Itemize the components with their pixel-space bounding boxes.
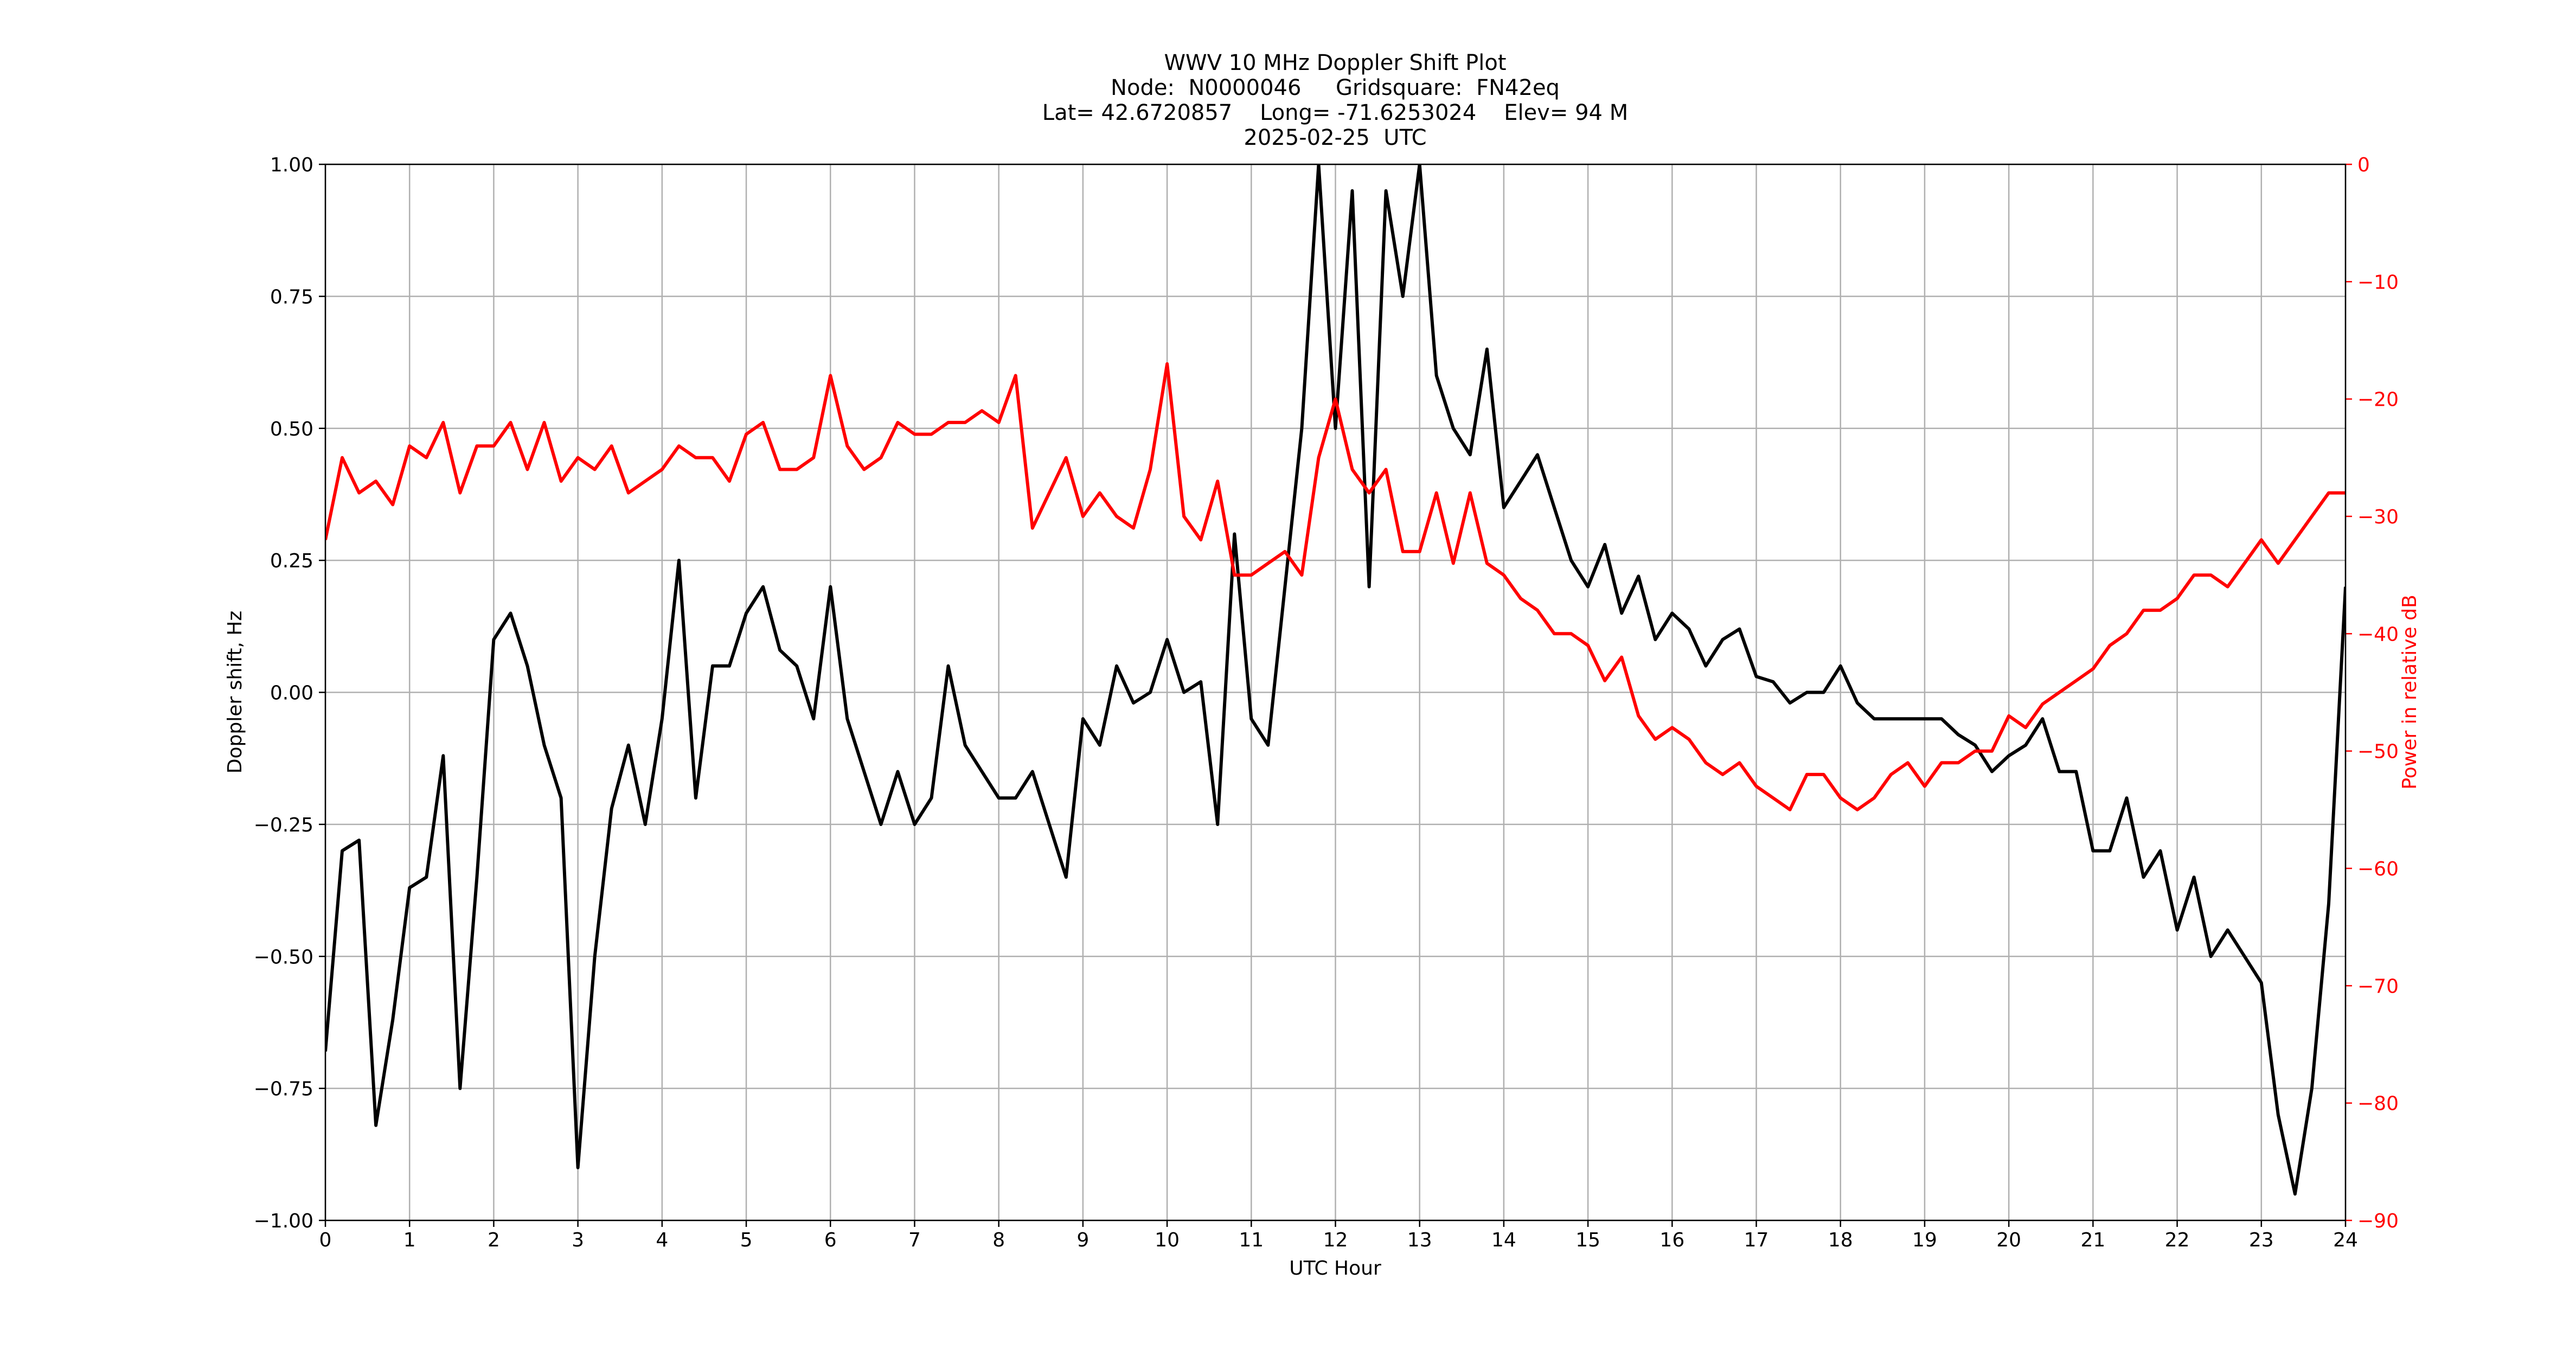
y-tick-label: 1.00 bbox=[270, 154, 313, 176]
y2-tick-label: −30 bbox=[2357, 506, 2399, 528]
y-tick-label: 0.50 bbox=[270, 418, 313, 440]
x-tick-label: 0 bbox=[319, 1229, 332, 1251]
y-tick-label: −0.25 bbox=[254, 814, 313, 836]
x-tick-label: 17 bbox=[1744, 1229, 1769, 1251]
y2-tick-label: −70 bbox=[2357, 975, 2399, 997]
y2-tick-label: −90 bbox=[2357, 1210, 2399, 1232]
y2-tick-label: −80 bbox=[2357, 1093, 2399, 1115]
x-tick-label: 4 bbox=[656, 1229, 668, 1251]
x-tick-label: 20 bbox=[1996, 1229, 2021, 1251]
subtitle: 2025-02-25 UTC bbox=[1244, 125, 1426, 150]
series-line bbox=[325, 164, 2346, 1196]
y-tick-label: 0.25 bbox=[270, 550, 313, 572]
x-tick-label: 9 bbox=[1076, 1229, 1089, 1251]
subtitle: Lat= 42.6720857 Long= -71.6253024 Elev= … bbox=[1042, 100, 1628, 125]
x-tick-label: 18 bbox=[1828, 1229, 1853, 1251]
x-tick-label: 6 bbox=[824, 1229, 837, 1251]
y2-axis-label: Power in relative dB bbox=[2399, 594, 2421, 789]
x-tick-label: 23 bbox=[2249, 1229, 2274, 1251]
y2-tick-label: −10 bbox=[2357, 271, 2399, 293]
x-tick-label: 8 bbox=[992, 1229, 1005, 1251]
y2-tick-label: 0 bbox=[2357, 154, 2370, 176]
y-tick-label: −0.50 bbox=[254, 946, 313, 968]
x-tick-label: 10 bbox=[1155, 1229, 1180, 1251]
y-axis-label: Doppler shift, Hz bbox=[224, 611, 246, 773]
x-tick-label: 16 bbox=[1659, 1229, 1684, 1251]
y2-tick-label: −50 bbox=[2357, 741, 2399, 763]
y-tick-label: 0.00 bbox=[270, 682, 313, 705]
x-tick-label: 15 bbox=[1575, 1229, 1600, 1251]
series-line bbox=[325, 362, 2346, 811]
y-tick-label: −1.00 bbox=[254, 1210, 313, 1232]
x-tick-label: 24 bbox=[2333, 1229, 2358, 1251]
axes: 0 1 2 3 4 5 6 7 8 9 10 11 12 13 14 15 16 17 18 19 20 21 22 23 24… bbox=[254, 154, 2399, 1251]
x-tick-label: 3 bbox=[572, 1229, 584, 1251]
x-tick-label: 2 bbox=[488, 1229, 500, 1251]
y2-tick-label: −40 bbox=[2357, 623, 2399, 645]
subtitle: Node: N0000046 Gridsquare: FN42eq bbox=[1111, 75, 1560, 100]
y2-tick-label: −20 bbox=[2357, 389, 2399, 411]
x-tick-label: 7 bbox=[908, 1229, 921, 1251]
y2-tick-label: −60 bbox=[2357, 858, 2399, 880]
y-tick-label: −0.75 bbox=[254, 1078, 313, 1101]
plot-frame bbox=[324, 163, 2347, 1221]
chart-title: WWV 10 MHz Doppler Shift Plot bbox=[1164, 50, 1506, 75]
x-tick-label: 12 bbox=[1323, 1229, 1348, 1251]
x-tick-label: 19 bbox=[1912, 1229, 1937, 1251]
x-tick-label: 13 bbox=[1407, 1229, 1432, 1251]
plot-area bbox=[325, 164, 2346, 1196]
x-tick-label: 21 bbox=[2080, 1229, 2105, 1251]
x-tick-label: 1 bbox=[403, 1229, 416, 1251]
x-tick-label: 14 bbox=[1491, 1229, 1516, 1251]
x-tick-label: 22 bbox=[2165, 1229, 2190, 1251]
x-tick-label: 5 bbox=[740, 1229, 753, 1251]
x-axis-label: UTC Hour bbox=[1289, 1257, 1381, 1280]
y-tick-label: 0.75 bbox=[270, 286, 313, 308]
x-tick-label: 11 bbox=[1239, 1229, 1264, 1251]
